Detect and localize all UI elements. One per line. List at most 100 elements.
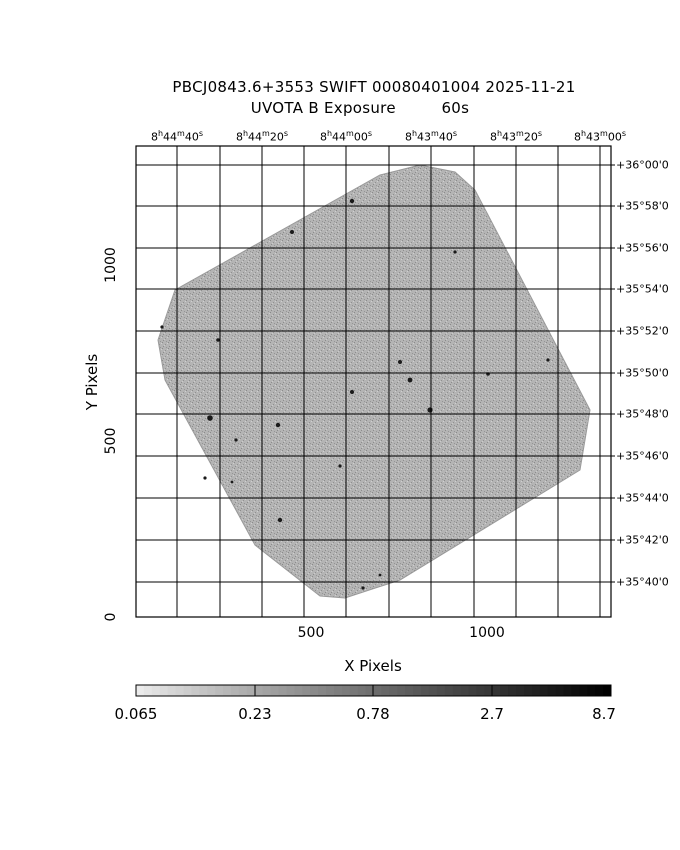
x-tick-500: 500 [297,625,325,641]
ra-tick-label: 8h43m20s [489,129,543,144]
colorbar-segment [302,685,311,696]
colorbar-segment [136,685,145,696]
colorbar-segment [365,685,374,696]
colorbar-segment [333,685,343,696]
colorbar-segment [508,685,517,696]
colorbar-segment [571,685,580,696]
colorbar-segment [436,685,446,696]
colorbar-segment [215,685,224,696]
colorbar-segment [523,685,533,696]
dec-tick-label: +35°42'0 [616,533,669,547]
colorbar-segment [349,685,359,696]
point-source [398,360,402,364]
y-tick-1000: 1000 [103,247,119,283]
ra-tick-label: 8h44m00s [319,129,373,144]
colorbar-segment [159,685,169,696]
colorbar-segment [413,685,422,696]
colorbar-segment [555,685,564,696]
colorbar-segment [341,685,351,696]
colorbar-segment [270,685,279,696]
colorbar-segment [357,685,367,696]
ra-tick-label: 8h44m40s [150,129,204,144]
colorbar-segment [310,685,319,696]
colorbar-segment [286,685,295,696]
dec-tick-label: +35°54'0 [616,282,669,296]
colorbar-segment [476,685,485,696]
colorbar-segment [452,685,462,696]
y-tick-500: 500 [103,427,119,455]
dec-tick-label: +35°48'0 [616,407,669,421]
colorbar-segment [231,685,240,696]
colorbar-segment [428,685,438,696]
dec-tick-label: +35°56'0 [616,241,669,255]
colorbar [135,684,612,697]
y-axis-label: Y Pixels [83,353,101,411]
point-source [290,230,294,234]
colorbar-segment [326,685,335,696]
point-source [203,476,207,480]
colorbar-segment [547,685,557,696]
colorbar-segment [587,685,596,696]
colorbar-segment [444,685,454,696]
colorbar-segment [539,685,549,696]
point-source [234,438,238,442]
colorbar-segment [516,685,525,696]
colorbar-segment [484,685,493,696]
point-source [230,480,234,484]
colorbar-label-4: 2.7 [480,705,504,723]
point-source [349,198,355,204]
point-source [216,338,220,342]
point-source [275,422,281,428]
x-axis-label: X Pixels [344,657,402,675]
colorbar-segment [500,685,509,696]
colorbar-segment [531,685,541,696]
point-source [160,325,164,329]
x-tick-1000: 1000 [469,625,505,641]
colorbar-segment [151,685,161,696]
colorbar-segment [603,685,612,696]
point-source [407,377,413,383]
ra-tick-label: 8h43m00s [573,129,627,144]
dec-tick-label: +36°00'0 [616,158,669,172]
colorbar-segment [579,685,588,696]
colorbar-segment [389,685,398,696]
colorbar-segment [397,685,406,696]
colorbar-segment [262,685,272,696]
point-source [338,464,342,468]
colorbar-segment [199,685,208,696]
dec-tick-label: +35°50'0 [616,366,669,380]
coordinate-grid [136,146,615,617]
image-subtitle: UVOTA B Exposure 60s [250,99,470,117]
point-source [277,517,283,523]
colorbar-segment [183,685,192,696]
colorbar-segment [563,685,572,696]
colorbar-segment [421,685,430,696]
point-source [546,358,550,362]
colorbar-label-2: 0.23 [238,705,272,723]
colorbar-segment [318,685,327,696]
colorbar-segment [278,685,287,696]
colorbar-label-max: 8.7 [592,705,616,723]
colorbar-segment [223,685,232,696]
point-source [361,586,365,590]
colorbar-label-min: 0.065 [114,705,158,723]
colorbar-segment [143,685,153,696]
point-source [207,415,213,421]
ra-tick-label: 8h43m40s [404,129,458,144]
point-source [427,407,433,413]
colorbar-segment [238,685,248,696]
colorbar-segment [207,685,216,696]
point-sources [160,198,550,590]
colorbar-segment [405,685,414,696]
colorbar-segment [191,685,200,696]
colorbar-segment [492,685,501,696]
colorbar-segment [468,685,477,696]
colorbar-segment [254,685,264,696]
dec-tick-label: +35°44'0 [616,491,669,505]
point-source [453,250,457,254]
dec-tick-label: +35°40'0 [616,575,669,589]
dec-tick-label: +35°52'0 [616,324,669,338]
exposure-footprint [157,164,591,599]
colorbar-segment [595,685,604,696]
